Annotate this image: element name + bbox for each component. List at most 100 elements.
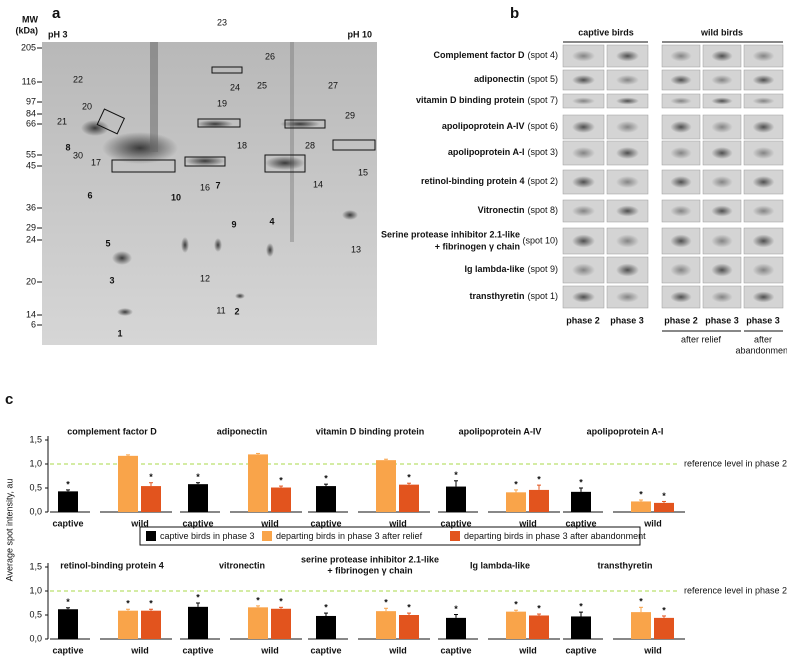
category-label: captive — [440, 518, 471, 528]
mw-tick-label: 205 — [21, 42, 36, 52]
column-note: after — [754, 334, 772, 344]
significance-mark: * — [579, 601, 583, 611]
group-header: captive birds — [578, 27, 634, 37]
significance-mark: * — [324, 602, 328, 612]
column-note: abandonment — [735, 345, 787, 355]
row-name: Complement factor D — [433, 50, 525, 60]
category-label: captive — [182, 518, 213, 528]
mw-tick-label: 20 — [26, 276, 36, 286]
row-spot: (spot 6) — [527, 121, 558, 131]
gel-crop-spot — [711, 176, 733, 188]
significance-mark: * — [149, 599, 153, 609]
row-name: apolipoprotein A-IV — [442, 121, 525, 131]
spot-label: 6 — [87, 190, 92, 200]
row-label: transthyretin (spot 1) — [469, 291, 558, 301]
row-name: adiponectin — [474, 74, 525, 84]
significance-mark: * — [196, 592, 200, 602]
spot-label: 26 — [265, 51, 275, 61]
row-spot: (spot 8) — [527, 205, 558, 215]
row-spot: (spot 1) — [527, 291, 558, 301]
gel-crop-spot — [670, 97, 692, 105]
bar — [631, 612, 651, 639]
gel-crop-spot — [752, 205, 775, 217]
category-label: wild — [260, 645, 279, 655]
mw-tick-label: 29 — [26, 222, 36, 232]
gel-crop-spot — [670, 234, 692, 248]
legend-label: departing birds in phase 3 after abandon… — [464, 531, 646, 541]
category-label: wild — [130, 518, 149, 528]
gel-crop-spot — [572, 234, 595, 248]
bar — [248, 607, 268, 639]
bar — [631, 501, 651, 512]
mw-tick-label: 84 — [26, 108, 36, 118]
row-name: apolipoprotein A-I — [448, 147, 525, 157]
spot-label: 28 — [305, 140, 315, 150]
column-label: phase 3 — [705, 315, 739, 325]
spot-label: 18 — [237, 140, 247, 150]
gel-crop-spot — [711, 121, 733, 133]
legend-swatch — [262, 531, 272, 541]
gel-crop-spot — [670, 50, 692, 62]
y-tick-label: 0,0 — [29, 506, 42, 516]
gel-crop-spot — [752, 263, 775, 277]
spot-label: 15 — [358, 167, 368, 177]
ph-label: pH 10 — [347, 29, 372, 39]
mw-tick-label: 14 — [26, 309, 36, 319]
legend-swatch — [146, 531, 156, 541]
category-label: wild — [518, 645, 537, 655]
row-label: Complement factor D (spot 4) — [433, 50, 558, 60]
spot-label: 3 — [109, 275, 114, 285]
y-tick-label: 0,5 — [29, 609, 42, 619]
significance-mark: * — [514, 600, 518, 610]
gel-crop-spot — [616, 234, 639, 248]
spot-label: 20 — [82, 101, 92, 111]
mw-tick-label: 66 — [26, 118, 36, 128]
spot-label: 27 — [328, 80, 338, 90]
y-axis-label: Average spot intensity, au — [4, 479, 14, 582]
gel-crop-spot — [616, 263, 639, 277]
category-label: wild — [518, 518, 537, 528]
significance-mark: * — [256, 595, 260, 605]
row-label: apolipoprotein A-I (spot 3) — [448, 147, 558, 157]
panel-title: retinol-binding protein 4 — [60, 560, 164, 570]
significance-mark: * — [454, 604, 458, 614]
significance-mark: * — [639, 597, 643, 607]
significance-mark: * — [639, 489, 643, 499]
spot-label: 9 — [231, 219, 236, 229]
panel-title: vitamin D binding protein — [316, 426, 425, 436]
row-label: Ig lambda-like (spot 9) — [464, 264, 558, 274]
gel-crop-spot — [572, 205, 595, 217]
gel-crop-spot — [616, 97, 639, 105]
gel-crop-spot — [670, 176, 692, 188]
bar — [141, 486, 161, 512]
row-name: Vitronectin — [478, 205, 525, 215]
gel-crop-spot — [711, 205, 733, 217]
row-spot: (spot 7) — [527, 95, 558, 105]
gel-crop-spot — [572, 176, 595, 188]
category-label: wild — [260, 518, 279, 528]
column-label: phase 3 — [610, 315, 644, 325]
category-label: captive — [310, 645, 341, 655]
column-note: after relief — [681, 334, 722, 344]
row-name: Ig lambda-like — [464, 264, 524, 274]
gel-boxes — [96, 66, 376, 173]
bar — [141, 610, 161, 639]
gel-crop-spot — [752, 176, 775, 188]
significance-mark: * — [579, 477, 583, 487]
legend-label: departing birds in phase 3 after relief — [276, 531, 423, 541]
spot-label: 22 — [73, 74, 83, 84]
spot-label: 16 — [200, 182, 210, 192]
mw-tick-label: 116 — [22, 76, 36, 86]
panel-b-frame — [563, 41, 783, 332]
spot-label: 24 — [230, 82, 240, 92]
column-label: phase 2 — [566, 315, 600, 325]
category-label: captive — [440, 645, 471, 655]
gel-crop-spot — [572, 97, 595, 105]
gel-crop-spot — [670, 263, 692, 277]
row-label: Vitronectin (spot 8) — [478, 205, 558, 215]
spot-label: 14 — [313, 179, 323, 189]
significance-mark: * — [324, 474, 328, 484]
gel-crop-spot — [670, 147, 692, 159]
significance-mark: * — [66, 479, 70, 489]
significance-mark: * — [537, 474, 541, 484]
